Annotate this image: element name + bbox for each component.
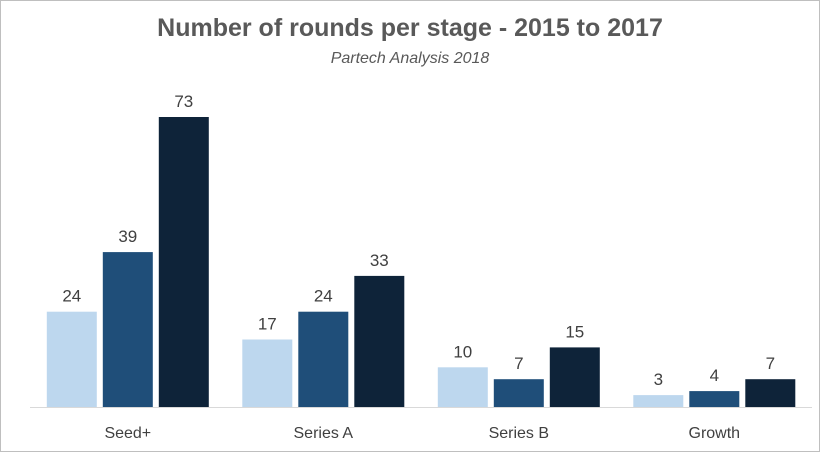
- bar-seed--2: [102, 252, 153, 407]
- bar-growth-3: [745, 379, 796, 407]
- bar-growth-2: [689, 391, 740, 407]
- bar-series-a-3: [354, 275, 405, 407]
- data-label: 10: [453, 342, 472, 361]
- bar-series-a-1: [242, 339, 293, 407]
- bar-series-b-3: [549, 347, 600, 407]
- data-label: 24: [314, 287, 333, 306]
- data-label: 39: [118, 227, 137, 246]
- data-label: 33: [370, 251, 389, 270]
- chart-title: Number of rounds per stage - 2015 to 201…: [157, 14, 663, 42]
- bar-series-b-1: [437, 367, 488, 407]
- data-label: 4: [710, 366, 719, 385]
- bar-seed--1: [46, 311, 97, 407]
- data-label: 15: [565, 322, 584, 341]
- data-label: 3: [654, 370, 663, 389]
- chart-subtitle: Partech Analysis 2018: [330, 50, 490, 67]
- bar-series-a-2: [298, 311, 349, 407]
- category-label: Growth: [689, 425, 741, 442]
- category-label: Seed+: [104, 425, 151, 442]
- data-label: 17: [258, 315, 277, 334]
- bar-seed--3: [158, 117, 209, 407]
- bar-series-b-2: [493, 379, 544, 407]
- category-label: Series A: [294, 425, 354, 442]
- data-label: 7: [766, 354, 775, 373]
- data-label: 7: [514, 354, 523, 373]
- bar-growth-1: [633, 395, 684, 407]
- data-label: 24: [62, 287, 81, 306]
- data-label: 73: [174, 92, 193, 111]
- category-label: Series B: [489, 425, 549, 442]
